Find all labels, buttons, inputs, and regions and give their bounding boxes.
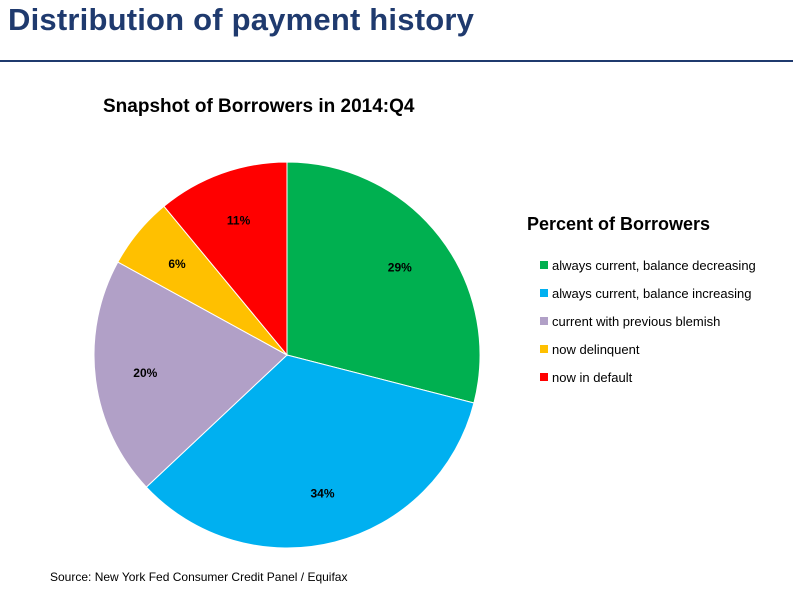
chart-title: Snapshot of Borrowers in 2014:Q4	[103, 96, 415, 117]
legend-swatch	[540, 261, 548, 269]
pie-slices	[93, 161, 481, 549]
pie-slice-2	[145, 354, 475, 549]
pie-slice-label-2: 34%	[310, 486, 334, 500]
legend-label: now delinquent	[552, 341, 640, 357]
legend-label: always current, balance decreasing	[552, 257, 756, 273]
pie-slice-label-4: 6%	[168, 257, 186, 271]
legend-title: Percent of Borrowers	[527, 214, 711, 234]
legend-label: always current, balance increasing	[552, 285, 752, 301]
legend-label: now in default	[552, 369, 633, 385]
title-divider	[0, 60, 793, 62]
pie-slice-5	[163, 161, 288, 357]
pie-slice-3	[93, 261, 288, 488]
legend-item: always current, balance increasing	[527, 279, 756, 307]
legend-item: current with previous blemish	[527, 307, 756, 335]
legend-swatch	[540, 289, 548, 297]
legend-items: always current, balance decreasing always…	[527, 251, 756, 391]
pie-slice-label-5: 11%	[227, 214, 251, 228]
pie-slice-label-3: 20%	[133, 366, 157, 380]
legend-label: current with previous blemish	[552, 313, 721, 329]
legend-swatch	[540, 345, 548, 353]
pie-slice-label-1: 29%	[388, 261, 412, 275]
source-note: Source: New York Fed Consumer Credit Pan…	[50, 570, 348, 584]
legend-item: now in default	[527, 363, 756, 391]
legend-swatch	[540, 317, 548, 325]
legend-swatch	[540, 373, 548, 381]
pie-labels: 29% 34% 20% 6% 11%	[133, 214, 412, 501]
legend: Percent of Borrowers always current, bal…	[527, 214, 756, 391]
legend-item: now delinquent	[527, 335, 756, 363]
legend-item: always current, balance decreasing	[527, 251, 756, 279]
pie-slice-1	[286, 161, 481, 404]
slide-title: Distribution of payment history	[8, 2, 475, 37]
